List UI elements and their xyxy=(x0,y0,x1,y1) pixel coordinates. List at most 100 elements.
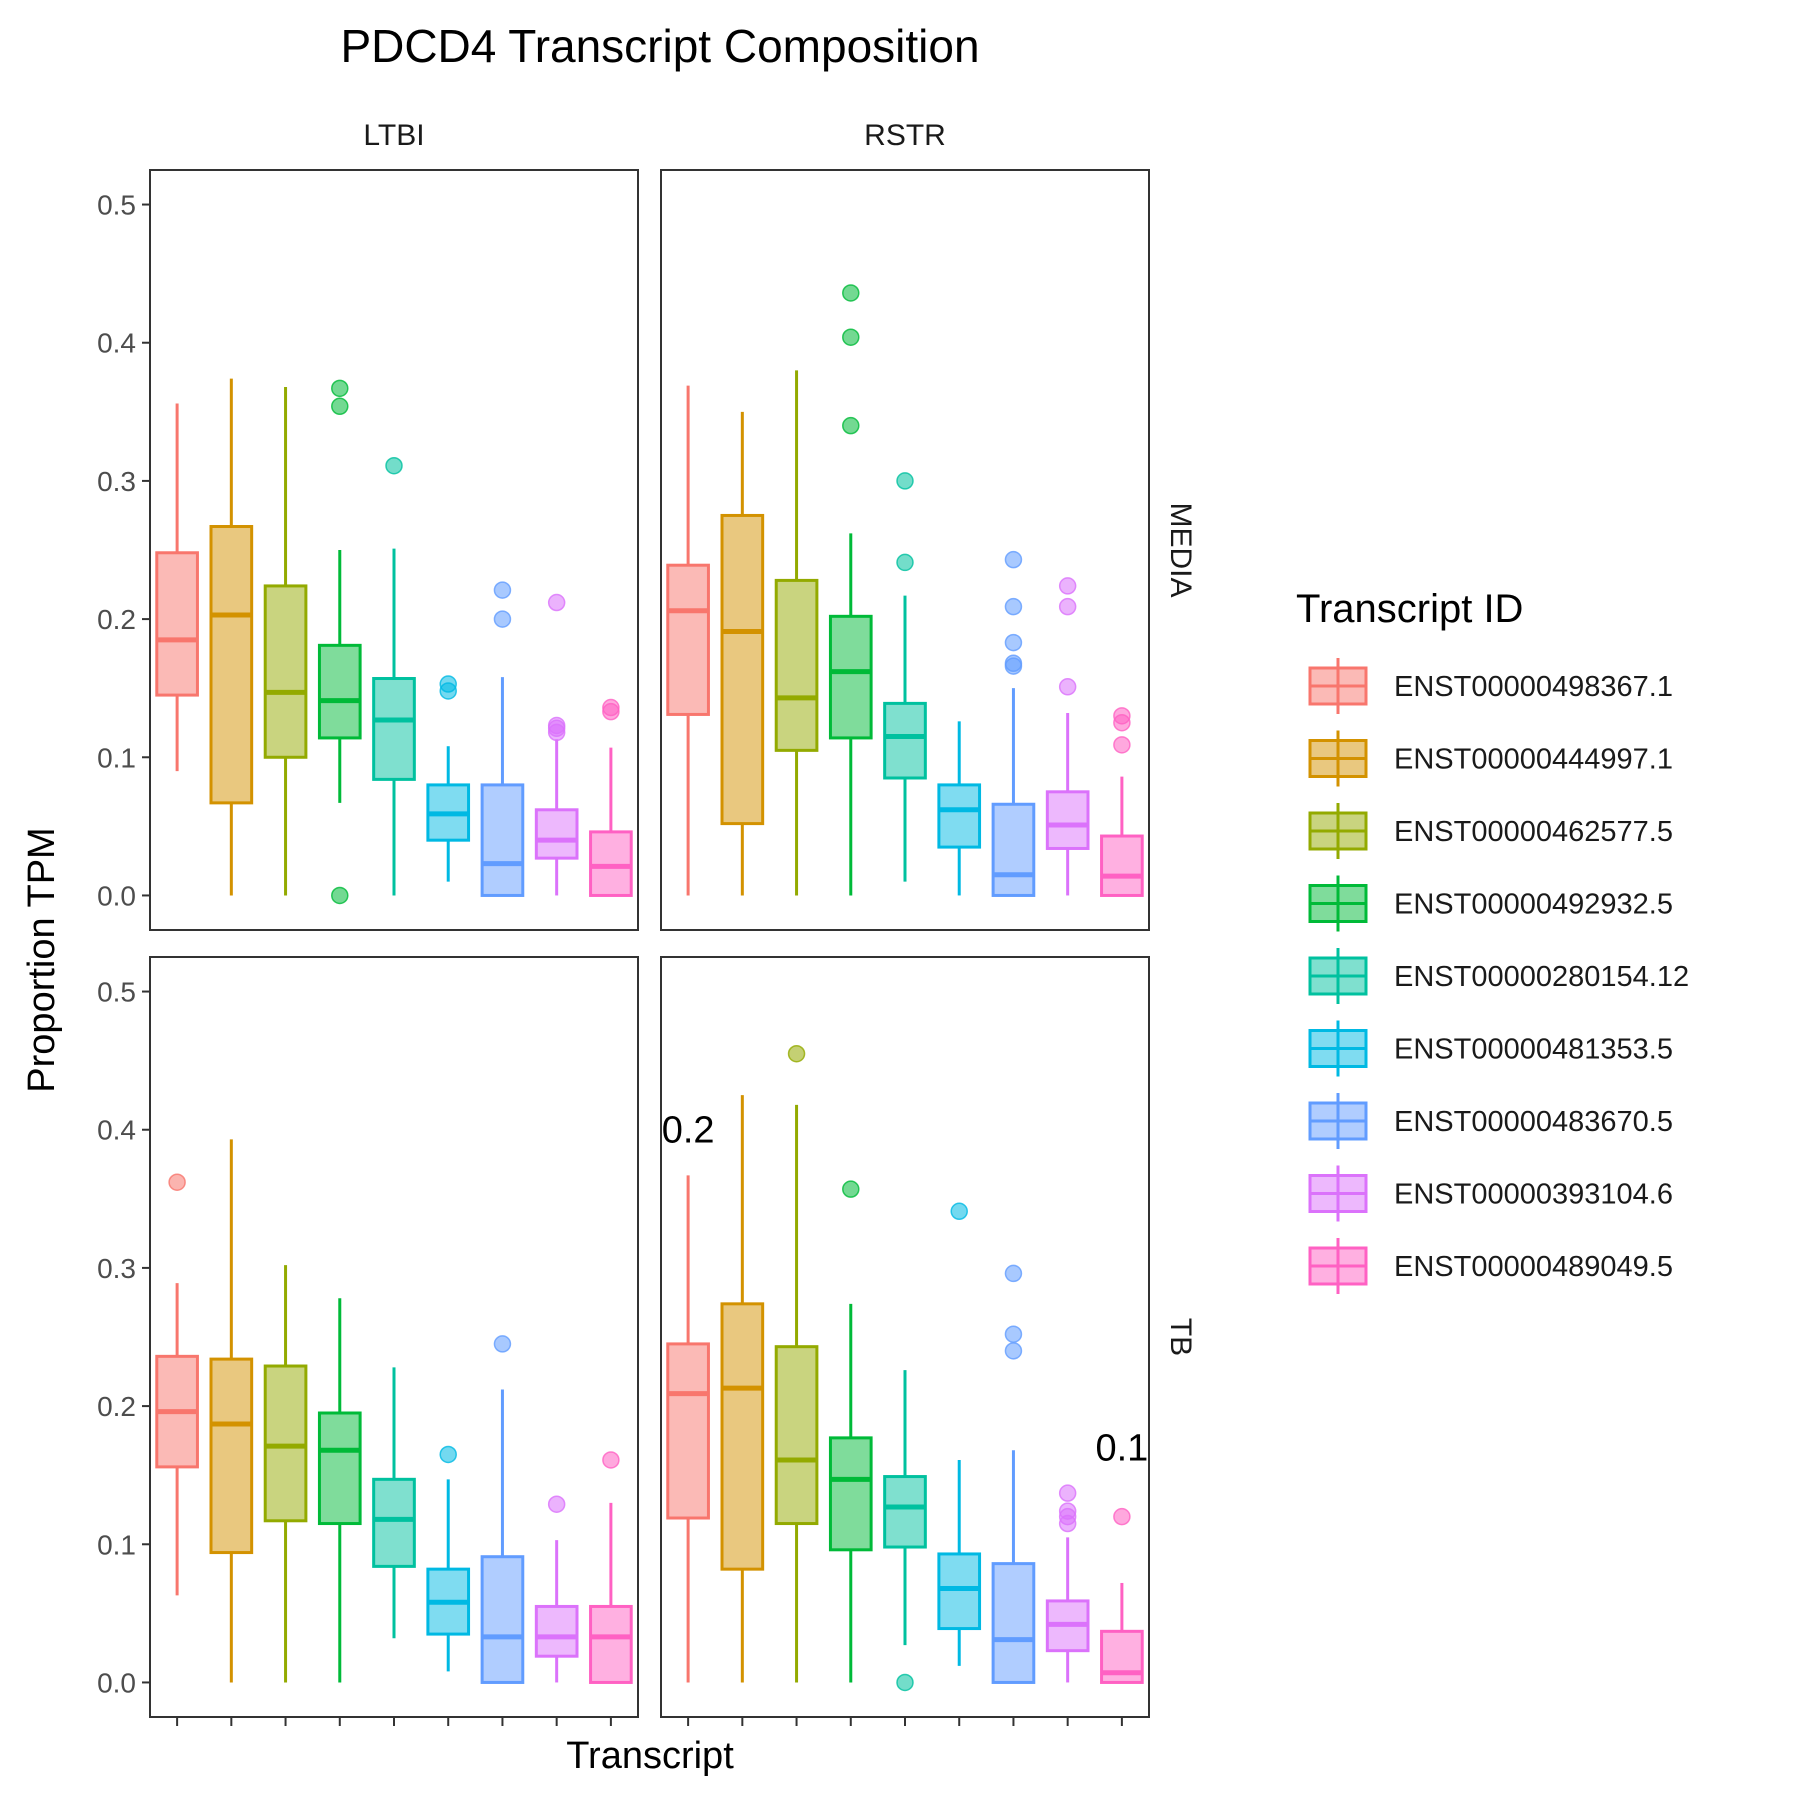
outlier-point xyxy=(1113,1507,1131,1526)
box-5 xyxy=(372,1367,416,1639)
box-iqr xyxy=(1100,834,1144,897)
box-iqr xyxy=(720,1302,765,1571)
facet-strip-tb: TB xyxy=(1164,1318,1197,1356)
y-tick-label: 0.3 xyxy=(97,1253,136,1284)
outlier-point xyxy=(1004,1325,1023,1343)
box-9 xyxy=(589,1451,633,1684)
box-1 xyxy=(666,385,710,896)
y-tick-label: 0.2 xyxy=(97,604,136,635)
box-7 xyxy=(480,1335,525,1684)
box-4 xyxy=(317,379,362,905)
legend-label: ENST00000280154.12 xyxy=(1394,961,1689,993)
legend-entry: ENST00000498367.1 xyxy=(1308,658,1673,714)
box-iqr xyxy=(883,1475,927,1549)
y-tick-label: 0.3 xyxy=(97,466,136,497)
box-3 xyxy=(774,370,819,896)
outlier-point xyxy=(602,1451,620,1469)
box-iqr xyxy=(1045,790,1090,850)
panel-ltbi-tb: 0.0 0.1 0.2 0.3 0.4 0.5 xyxy=(97,956,639,1726)
box-8 xyxy=(1045,577,1090,896)
outlier-point xyxy=(1058,1484,1077,1502)
outlier-point xyxy=(1004,1342,1023,1360)
y-tick-label: 0.4 xyxy=(97,328,136,359)
outlier-point xyxy=(547,723,566,742)
legend-label: ENST00000498367.1 xyxy=(1394,671,1673,703)
box-iqr xyxy=(666,563,710,716)
box-iqr xyxy=(589,1604,633,1684)
box-9 xyxy=(1100,707,1144,897)
box-4 xyxy=(828,284,873,896)
box-iqr xyxy=(372,1477,416,1568)
box-iqr xyxy=(317,1411,362,1526)
box-7 xyxy=(991,1264,1036,1684)
y-tick-label: 0.5 xyxy=(97,977,136,1008)
legend-entry: ENST00000444997.1 xyxy=(1308,730,1673,787)
panel-border xyxy=(660,169,1150,931)
legend-entry: ENST00000462577.5 xyxy=(1308,803,1673,859)
box-2 xyxy=(209,378,254,896)
box-3 xyxy=(774,1044,819,1683)
box-6 xyxy=(426,1445,471,1672)
legend-label: ENST00000489049.5 xyxy=(1394,1251,1673,1283)
box-iqr xyxy=(534,1604,579,1658)
box-2 xyxy=(209,1139,254,1683)
y-tick-label: 0.0 xyxy=(97,1667,136,1698)
outlier-point xyxy=(1113,736,1131,754)
box-iqr xyxy=(317,643,362,740)
box-iqr xyxy=(991,1562,1036,1684)
outlier-point xyxy=(896,472,914,490)
y-tick-label: 0.2 xyxy=(97,1391,136,1422)
box-7 xyxy=(480,581,525,897)
y-axis-title: Proportion TPM xyxy=(21,827,63,1092)
legend-label: ENST00000481353.5 xyxy=(1394,1034,1673,1066)
box-4 xyxy=(828,1180,873,1683)
box-iqr xyxy=(937,783,982,849)
box-iqr xyxy=(263,584,308,759)
outlier-point xyxy=(842,284,860,302)
box-2 xyxy=(720,411,765,896)
outlier-point xyxy=(493,581,512,599)
box-iqr xyxy=(480,1555,525,1684)
panel-ltbi-media: 0.0 0.1 0.2 0.3 0.4 0.5 xyxy=(97,169,639,931)
box-2 xyxy=(720,1095,765,1683)
box-iqr xyxy=(263,1364,308,1523)
box-iqr xyxy=(666,1342,710,1520)
legend-entry: ENST00000483670.5 xyxy=(1308,1093,1673,1149)
box-iqr xyxy=(372,677,416,781)
legend-label: ENST00000483670.5 xyxy=(1394,1106,1673,1138)
box-iqr xyxy=(589,830,633,897)
outlier-point xyxy=(842,416,860,435)
box-3 xyxy=(263,1265,308,1683)
box-iqr xyxy=(534,808,579,860)
outlier-point xyxy=(842,328,860,346)
outlier-point xyxy=(1004,597,1023,616)
legend-title: Transcript ID xyxy=(1296,587,1523,631)
outlier-point xyxy=(1058,597,1077,616)
y-tick-label: 0.4 xyxy=(97,1115,136,1146)
box-1 xyxy=(155,1173,199,1596)
outlier-point xyxy=(1113,713,1131,732)
outlier-point xyxy=(385,456,403,475)
box-iqr xyxy=(480,783,525,897)
outlier-point xyxy=(331,886,349,905)
box-8 xyxy=(534,1495,579,1683)
box-iqr xyxy=(209,525,254,805)
box-iqr xyxy=(209,1357,254,1555)
panel-rstr-media xyxy=(660,169,1150,931)
legend: Transcript ID ENST00000498367.1 ENST00000… xyxy=(1296,587,1689,1294)
box-5 xyxy=(883,472,927,882)
y-tick-label: 0.1 xyxy=(97,742,136,773)
outlier-point xyxy=(896,553,914,572)
panel-border xyxy=(149,169,639,931)
legend-label: ENST00000393104.6 xyxy=(1394,1179,1673,1211)
legend-entry: ENST00000492932.5 xyxy=(1308,875,1673,932)
box-3 xyxy=(263,386,308,896)
panel-annotation: 0.2 xyxy=(662,1110,715,1152)
box-8 xyxy=(1045,1484,1090,1683)
outlier-point xyxy=(1058,1514,1077,1533)
box-iqr xyxy=(774,1345,819,1526)
box-9 xyxy=(1100,1507,1144,1684)
box-iqr xyxy=(155,551,199,697)
box-iqr xyxy=(937,1552,982,1631)
